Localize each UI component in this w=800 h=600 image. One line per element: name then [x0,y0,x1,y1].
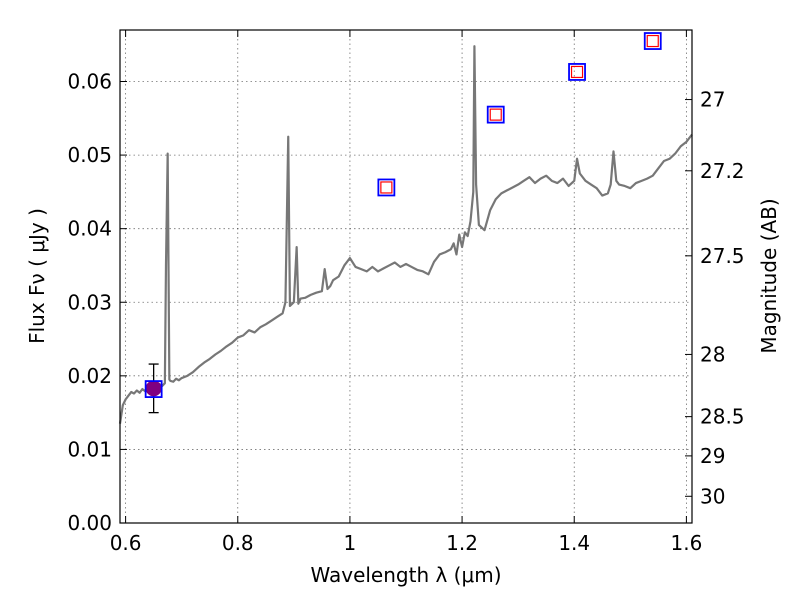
x-tick-label: 1.4 [558,531,590,555]
mag-tick-label: 29 [700,444,725,468]
y-tick-label: 0.04 [67,217,112,241]
plot-frame [119,29,693,524]
blue-square-marker [568,63,586,81]
blue-square-marker [144,380,163,398]
x-tick-label: 0.6 [110,531,142,555]
mag-tick-label: 27.5 [700,244,745,268]
blue-square-marker [377,178,396,197]
x-tick-label: 0.8 [222,531,254,555]
red-square-marker [380,181,393,194]
mag-tick-label: 27 [700,88,725,112]
tick-layer: 0.6 0.8 1 1.2 1.4 1.6 0.00 0.01 0.02 0.03 0.04 0.05… [67,30,745,555]
red-square-marker [646,34,659,48]
x-axis-title: Wavelength λ (μm) [310,563,501,587]
blue-square-marker [643,32,662,50]
spectrum-layer [118,45,693,424]
y-tick-label: 0.05 [67,143,112,167]
mag-tick-label: 28 [700,342,725,366]
mag-tick-label: 30 [700,484,725,508]
mag-tick-label: 27.2 [700,159,745,183]
red-square-marker [489,108,502,121]
y-tick-label: 0.06 [67,70,112,94]
right-axis-title: Magnitude (AB) [757,198,781,353]
y-tick-label: 0.00 [67,511,112,535]
marker-layer [144,32,662,414]
x-tick-label: 1.2 [446,531,478,555]
spectrum-line [118,45,693,424]
y-tick-label: 0.02 [67,364,112,388]
red-square-marker [570,65,584,79]
mag-tick-label: 28.5 [700,405,745,429]
grid-layer [120,30,692,524]
observed-point [145,380,162,397]
x-tick-label: 1 [344,531,357,555]
blue-square-marker [486,105,505,124]
y-axis-title: Flux Fν ( μJy ) [25,208,49,344]
x-tick-label: 1.6 [670,531,702,555]
y-tick-label: 0.01 [67,437,112,461]
y-tick-label: 0.03 [67,290,112,314]
